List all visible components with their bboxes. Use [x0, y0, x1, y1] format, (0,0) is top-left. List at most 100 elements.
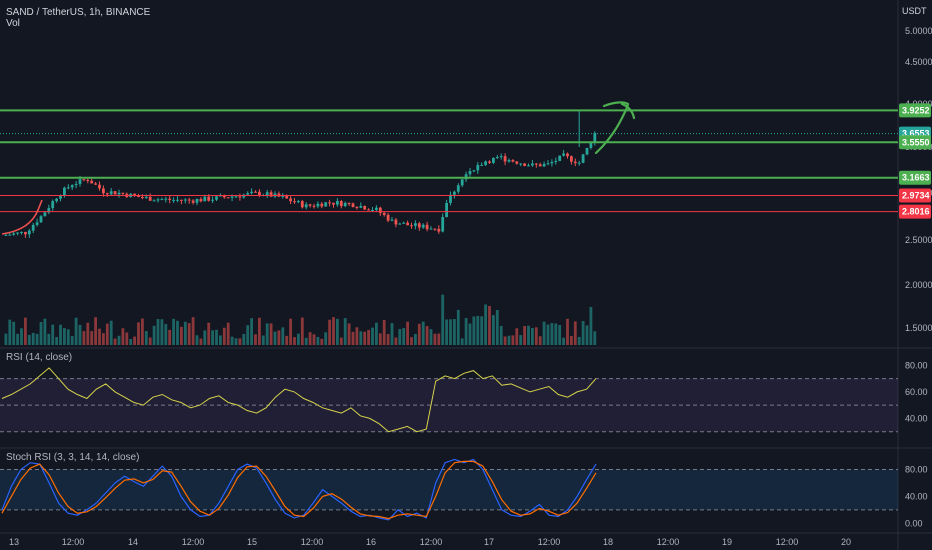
volume-bar: [183, 321, 187, 345]
volume-bar: [234, 338, 238, 345]
volume-bar: [351, 331, 355, 345]
volume-bar: [304, 337, 308, 345]
volume-bar: [156, 319, 160, 345]
volume-bar: [70, 336, 74, 345]
volume-bar: [343, 318, 347, 345]
volume-bar: [82, 331, 86, 345]
candle-body: [24, 231, 27, 235]
stoch-tick-label: 0.00: [905, 518, 923, 528]
candle-body: [222, 195, 226, 198]
volume-bar: [445, 319, 448, 345]
volume-bar: [254, 334, 257, 345]
time-tick-label: 12:00: [182, 537, 205, 547]
volume-bar: [308, 332, 312, 345]
candle-body: [211, 199, 214, 201]
candle-body: [421, 224, 425, 228]
candle-body: [246, 193, 250, 195]
time-tick-label: 12:00: [62, 537, 85, 547]
volume-bar: [246, 325, 250, 345]
volume-bar: [187, 323, 191, 345]
candle-body: [402, 222, 406, 224]
price-tag-label: 3.9252: [902, 105, 930, 115]
volume-bar: [375, 322, 378, 345]
volume-bar: [476, 315, 480, 345]
projection-arrow-head: [620, 102, 636, 120]
volume-bar: [417, 323, 421, 345]
candle-body: [312, 205, 316, 207]
candle-body: [328, 202, 331, 204]
volume-bar: [258, 317, 261, 345]
candle-body: [499, 156, 503, 158]
volume-bar: [160, 319, 164, 345]
candle-body: [113, 191, 117, 195]
candle-body: [39, 216, 43, 223]
volume-bar: [382, 319, 386, 345]
volume-bar: [456, 309, 460, 345]
volume-bar: [74, 317, 78, 345]
candle-body: [585, 147, 589, 155]
volume-bar: [105, 323, 109, 345]
volume-bar: [113, 338, 117, 345]
time-tick-label: 15: [247, 537, 257, 547]
volume-bar: [433, 333, 437, 345]
candle-body: [351, 203, 355, 208]
candle-body: [94, 183, 97, 185]
time-tick-label: 14: [128, 537, 138, 547]
volume-bar: [51, 324, 55, 345]
candle-body: [8, 234, 12, 236]
candle-body: [492, 157, 495, 163]
candle-body: [281, 195, 285, 197]
volume-bar: [499, 325, 503, 345]
volume-bar: [4, 333, 8, 345]
volume-bar: [441, 294, 445, 345]
candle-body: [86, 180, 90, 182]
volume-bar: [215, 329, 218, 345]
price-tag-label: 3.5550: [902, 137, 930, 147]
candle-body: [581, 154, 585, 163]
volume-bar: [125, 332, 129, 345]
volume-bar: [519, 335, 523, 345]
volume-bar: [117, 335, 121, 345]
candle-body: [546, 163, 550, 165]
candle-body: [226, 197, 230, 199]
candle-body: [300, 201, 304, 208]
candle-body: [343, 202, 347, 207]
volume-bar: [300, 317, 304, 345]
candle-body: [215, 196, 218, 200]
price-tag-label: 2.9734: [902, 191, 930, 201]
volume-bar: [8, 319, 12, 345]
volume-bar: [172, 318, 175, 345]
candle-body: [414, 223, 417, 226]
volume-bar: [137, 322, 140, 345]
candle-body: [410, 225, 413, 227]
volume-bar: [39, 321, 43, 345]
candle-body: [265, 192, 269, 196]
volume-bar: [585, 325, 589, 345]
volume-bar: [312, 334, 316, 345]
volume-bar: [203, 330, 207, 345]
candle-body: [12, 233, 16, 235]
candle-body: [308, 204, 312, 206]
volume-bar: [339, 337, 343, 345]
volume-bar: [289, 318, 292, 345]
candle-body: [363, 206, 367, 210]
volume-bar: [211, 330, 214, 345]
volume-bar: [152, 325, 156, 345]
volume-bar: [24, 317, 27, 345]
candle-body: [199, 198, 203, 202]
candle-body: [16, 232, 19, 234]
volume-bar: [316, 336, 320, 345]
volume-bar: [581, 321, 585, 345]
volume-bar: [394, 337, 398, 345]
volume-bar: [336, 318, 339, 345]
candle-body: [289, 198, 292, 202]
candle-body: [59, 196, 62, 199]
candle-body: [98, 184, 101, 189]
time-tick-label: 18: [603, 537, 613, 547]
volume-bar: [328, 319, 331, 345]
candle-body: [429, 228, 433, 230]
volume-bar: [507, 335, 511, 345]
candle-body: [141, 197, 144, 199]
